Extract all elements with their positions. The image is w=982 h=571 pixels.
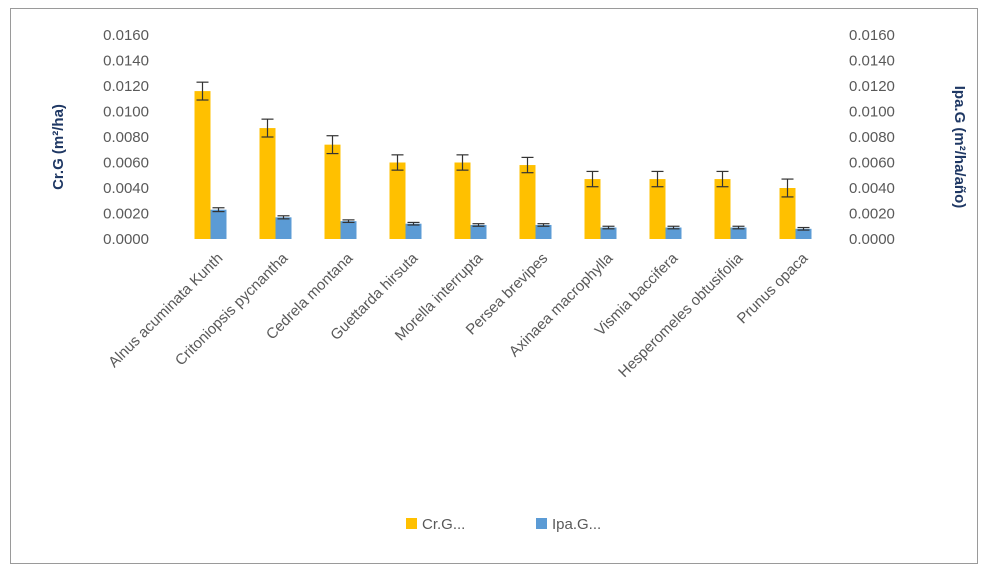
legend: Cr.G... Ipa.G... (406, 516, 601, 533)
x-tick-label: Alnus acuminata Kunth (105, 250, 226, 371)
cr-g-bar (779, 188, 796, 239)
y2-tick-label: 0.0040 (849, 180, 895, 197)
chart-canvas: Cr.G (m²/ha) Ipa.G (m²/ha/año) 0.00000.0… (50, 27, 968, 533)
ipa-g-bar (405, 223, 422, 239)
ipa-g-bar (210, 209, 227, 239)
ipa-g-bar (275, 217, 292, 239)
cr-g-bar (519, 165, 536, 239)
cr-g-bar (259, 128, 276, 239)
cr-g-bar (324, 144, 341, 239)
y-tick-label: 0.0160 (103, 27, 149, 44)
x-tick-label: Critoniopsis pycnantha (172, 249, 292, 369)
ipa-g-bar (535, 224, 552, 239)
cr-g-bar (389, 162, 406, 239)
y-tick-label: 0.0100 (103, 104, 149, 121)
y2-tick-label: 0.0020 (849, 206, 895, 223)
ipa-g-bar (665, 227, 682, 239)
y2-tick-label: 0.0140 (849, 53, 895, 70)
y2-tick-label: 0.0100 (849, 104, 895, 121)
legend-swatch-ipa-g (536, 518, 547, 529)
cr-g-bar (649, 179, 666, 239)
y2-tick-label: 0.0080 (849, 129, 895, 146)
y-tick-label: 0.0060 (103, 155, 149, 172)
y-tick-label: 0.0020 (103, 206, 149, 223)
cr-g-bar (584, 179, 601, 239)
y-tick-label: 0.0120 (103, 78, 149, 95)
ipa-g-bar (730, 227, 747, 239)
y-tick-label: 0.0000 (103, 231, 149, 248)
y2-tick-label: 0.0120 (849, 78, 895, 95)
y-axis-ticks: 0.0000 0.0020 0.0040 0.0060 0.0080 0.0100 0.01… (103, 27, 149, 248)
y-tick-label: 0.0040 (103, 180, 149, 197)
y2-tick-label: 0.0160 (849, 27, 895, 44)
legend-swatch-cr-g (406, 518, 417, 529)
chart-frame: Cr.G (m²/ha) Ipa.G (m²/ha/año) 0.0000 0.0… (10, 8, 978, 564)
y-tick-label: 0.0080 (103, 129, 149, 146)
x-tick-label: Hesperomeles obtusifolia (615, 249, 747, 381)
legend-label-ipa-g: Ipa.G... (552, 516, 601, 533)
cr-g-bar (714, 179, 731, 239)
legend-label-cr-g: Cr.G... (422, 516, 465, 533)
y2-axis-title: Ipa.G (m²/ha/año) (951, 86, 968, 209)
ipa-g-bar (340, 221, 357, 239)
ipa-g-bar (470, 224, 487, 239)
y2-tick-label: 0.0060 (849, 155, 895, 172)
cr-g-bar (454, 162, 471, 239)
cr-g-bar (194, 91, 211, 239)
y-tick-label: 0.0140 (103, 53, 149, 70)
bars-group (194, 81, 812, 239)
y2-axis-ticks: 0.0000 0.0020 0.0040 0.0060 0.0080 0.0100 0.01… (849, 27, 895, 248)
y-axis-title: Cr.G (m²/ha) (50, 104, 67, 190)
ipa-g-bar (600, 227, 617, 239)
ipa-g-bar (795, 228, 812, 239)
y2-tick-label: 0.0000 (849, 231, 895, 248)
